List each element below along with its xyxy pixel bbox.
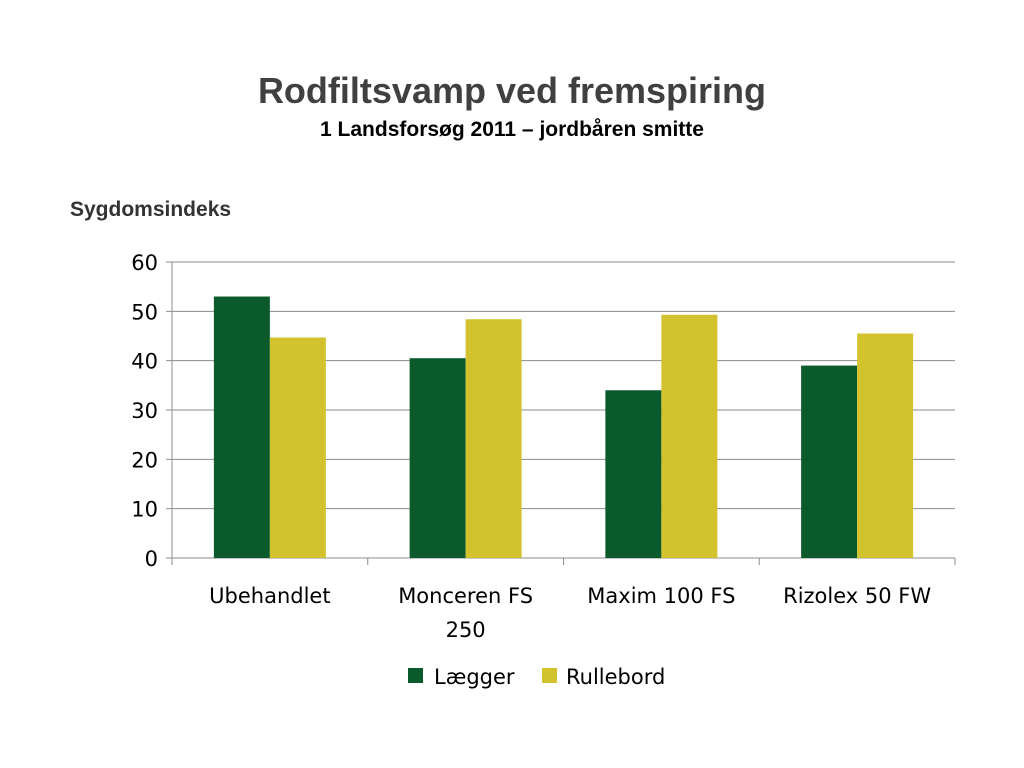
y-tick-label: 40 [131,350,158,374]
y-tick-label: 10 [131,498,158,522]
bar-rullebord [857,333,914,558]
x-tick-label: 250 [446,618,486,642]
legend-swatch-lægger [408,668,423,683]
bar-rullebord [661,314,718,558]
chart-subtitle: 1 Landsforsøg 2011 – jordbåren smitte [320,118,704,141]
bar-lægger [801,365,858,558]
bar-lægger [409,358,466,558]
bar-rullebord [465,319,522,558]
x-tick-label: Maxim 100 FS [587,584,735,608]
x-tick-label: Monceren FS [398,584,533,608]
legend-label: Rullebord [566,665,665,689]
y-tick-label: 30 [131,399,158,423]
chart-title: Rodfiltsvamp ved fremspiring [257,70,767,111]
bar-lægger [213,296,270,558]
bar-rullebord [269,337,326,558]
y-tick-label: 0 [145,547,158,571]
legend-label: Lægger [434,665,515,689]
x-tick-label: Ubehandlet [209,584,330,608]
y-tick-label: 50 [131,300,158,324]
y-tick-label: 20 [131,448,158,472]
bar-lægger [605,390,662,558]
y-axis-label: Sygdomsindeks [70,198,232,221]
legend-swatch-rullebord [542,668,557,683]
y-tick-label: 60 [131,251,158,275]
x-tick-label: Rizolex 50 FW [783,584,931,608]
